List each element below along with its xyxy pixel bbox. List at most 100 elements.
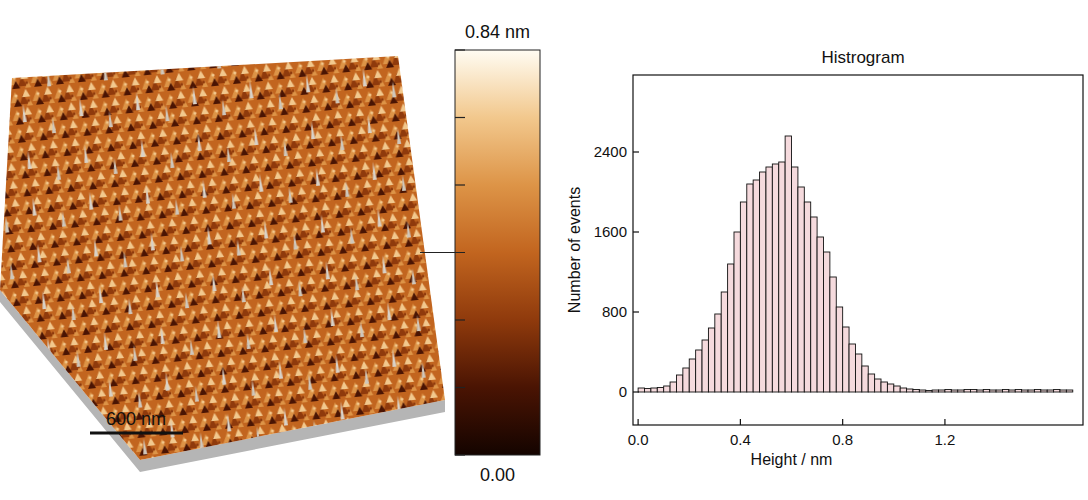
- x-tick-label: 0.4: [730, 431, 751, 448]
- histogram-bar: [907, 389, 913, 392]
- x-tick: [944, 419, 945, 425]
- colorbar-tick: [455, 49, 465, 50]
- colorbar: 0.84 nm 0.00: [420, 22, 540, 485]
- histogram-bar: [823, 252, 829, 392]
- x-tick-label: 1.2: [935, 431, 956, 448]
- histogram-bar: [708, 328, 714, 392]
- y-axis-title: Number of events: [566, 187, 583, 313]
- histogram-bar: [1060, 390, 1066, 392]
- histogram-bar: [875, 379, 881, 392]
- histogram-bar: [919, 390, 925, 392]
- x-tick: [740, 419, 741, 425]
- histogram-bar: [1002, 390, 1008, 393]
- histogram-bar: [868, 374, 874, 392]
- histogram-bar: [990, 390, 996, 392]
- histogram-bar: [843, 327, 849, 392]
- x-tick: [842, 419, 843, 425]
- y-tick: [633, 391, 639, 392]
- histogram-bar: [836, 307, 842, 392]
- colorbar-label: 0.84 nm: [465, 22, 530, 42]
- histogram-bar: [887, 384, 893, 392]
- histogram-bar: [645, 389, 651, 393]
- histogram-bar: [683, 368, 689, 392]
- histogram-bar: [926, 391, 932, 393]
- colorbar-label: 0.00: [480, 465, 515, 485]
- x-tick-label: 0.0: [628, 431, 649, 448]
- colorbar-tick: [455, 387, 465, 388]
- histogram-bar: [804, 202, 810, 392]
- histogram-bar: [670, 382, 676, 392]
- scale-bar: [90, 432, 183, 435]
- histogram-bar: [664, 386, 670, 392]
- histogram-bar: [830, 277, 836, 392]
- histogram-bar: [1066, 390, 1072, 392]
- plot-frame: [633, 75, 1083, 425]
- histogram-bar: [951, 390, 957, 392]
- histogram-bar: [772, 164, 778, 392]
- histogram-bar: [958, 390, 964, 392]
- colorbar-box: [455, 50, 540, 455]
- histogram-bar: [964, 390, 970, 393]
- histogram-bar: [740, 202, 746, 392]
- histogram-bar: [1028, 390, 1034, 392]
- plot-area: [633, 75, 1083, 425]
- y-tick: [633, 311, 639, 312]
- colorbar-tick: [455, 319, 465, 320]
- afm-image: 600 nm: [0, 56, 445, 472]
- histogram-bar: [939, 390, 945, 392]
- afm-spikes: [0, 56, 445, 460]
- histogram-bar: [766, 167, 772, 392]
- x-tick-label: 0.8: [832, 431, 853, 448]
- histogram: 0800160024000.00.40.81.2HistrogramHeight…: [566, 48, 1083, 468]
- histogram-bar: [792, 167, 798, 392]
- histogram-bar: [753, 180, 759, 392]
- colorbar-tick: [420, 252, 465, 253]
- histogram-bar: [996, 390, 1002, 392]
- x-tick: [638, 419, 639, 425]
- y-tick-label: 800: [602, 303, 627, 320]
- x-axis-title: Height / nm: [751, 451, 833, 468]
- histogram-bar: [715, 314, 721, 392]
- histogram-bar: [977, 390, 983, 392]
- afm-surface: [0, 56, 445, 460]
- colorbar-tick: [455, 117, 465, 118]
- bars: [638, 136, 1073, 392]
- histogram-bar: [676, 375, 682, 392]
- histogram-bar: [849, 344, 855, 392]
- histogram-bar: [862, 366, 868, 392]
- y-tick-label: 0: [619, 383, 627, 400]
- histogram-bar: [747, 184, 753, 392]
- histogram-bar: [971, 390, 977, 393]
- histogram-bar: [894, 386, 900, 392]
- histogram-bar: [779, 162, 785, 392]
- histogram-bar: [696, 350, 702, 392]
- histogram-bar: [881, 382, 887, 392]
- histogram-bar: [932, 390, 938, 392]
- colorbar-tick: [455, 184, 465, 185]
- colorbar-tick: [455, 454, 465, 455]
- histogram-bar: [689, 359, 695, 392]
- histogram-bar: [657, 388, 663, 393]
- chart-title: Histrogram: [821, 48, 904, 67]
- histogram-bar: [1022, 390, 1028, 392]
- histogram-bar: [913, 390, 919, 393]
- y-tick: [633, 151, 639, 152]
- page: 600 nm0.84 nm0.000800160024000.00.40.81.…: [0, 0, 1088, 500]
- histogram-bar: [721, 292, 727, 392]
- histogram-bar: [983, 390, 989, 393]
- histogram-bar: [702, 340, 708, 392]
- histogram-bar: [798, 187, 804, 392]
- scale-bar-label: 600 nm: [106, 409, 166, 429]
- histogram-bar: [945, 390, 951, 393]
- histogram-bar: [900, 388, 906, 392]
- histogram-bar: [1041, 390, 1047, 392]
- histogram-bar: [638, 388, 644, 392]
- histogram-bar: [760, 172, 766, 392]
- histogram-bar: [1015, 390, 1021, 393]
- histogram-bar: [785, 136, 791, 392]
- histogram-bar: [1034, 390, 1040, 393]
- histogram-bar: [811, 217, 817, 392]
- y-tick-label: 2400: [594, 143, 627, 160]
- y-tick: [633, 231, 639, 232]
- histogram-bar: [817, 237, 823, 392]
